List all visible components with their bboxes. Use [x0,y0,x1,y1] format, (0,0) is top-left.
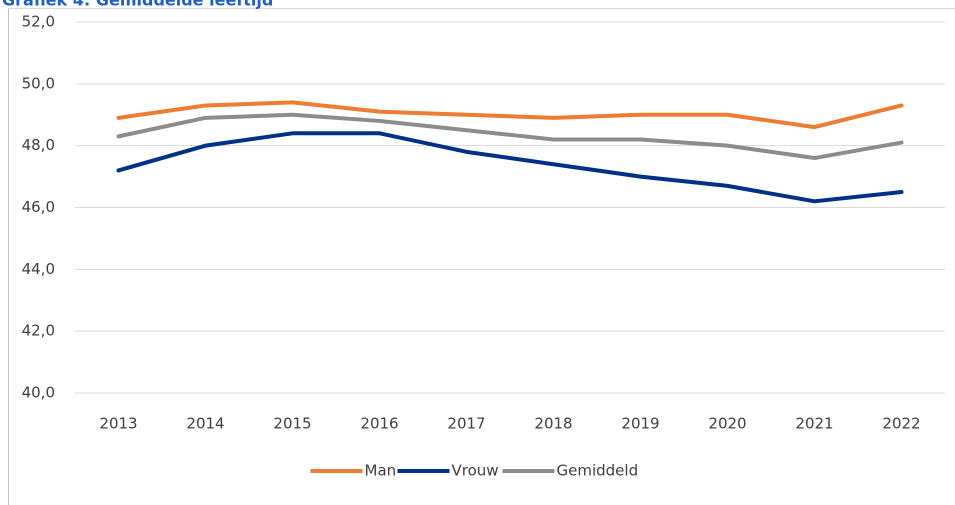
x-tick-label: 2019 [621,415,659,433]
legend-label: Vrouw [452,462,499,480]
y-tick-label: 46,0 [22,198,55,216]
y-tick-label: 48,0 [22,136,55,154]
y-tick-label: 40,0 [22,384,55,402]
x-tick-label: 2022 [882,415,920,433]
legend-label: Man [365,462,397,480]
y-tick-label: 50,0 [22,74,55,92]
line-series [116,100,904,130]
x-tick-label: 2014 [186,415,224,433]
line-series [116,131,904,204]
x-tick-label: 2016 [360,415,398,433]
x-tick-label: 2018 [534,415,572,433]
y-tick-label: 44,0 [22,260,55,278]
legend-label: Gemiddeld [557,462,639,480]
y-tick-label: 52,0 [22,13,55,31]
x-tick-label: 2020 [708,415,746,433]
line-series [116,112,904,161]
x-tick-label: 2013 [99,415,137,433]
chart-title: Grafiek 4: Gemiddelde leeftijd [2,0,273,10]
x-tick-label: 2017 [447,415,485,433]
x-tick-label: 2015 [273,415,311,433]
y-tick-label: 42,0 [22,322,55,340]
x-tick-label: 2021 [795,415,833,433]
